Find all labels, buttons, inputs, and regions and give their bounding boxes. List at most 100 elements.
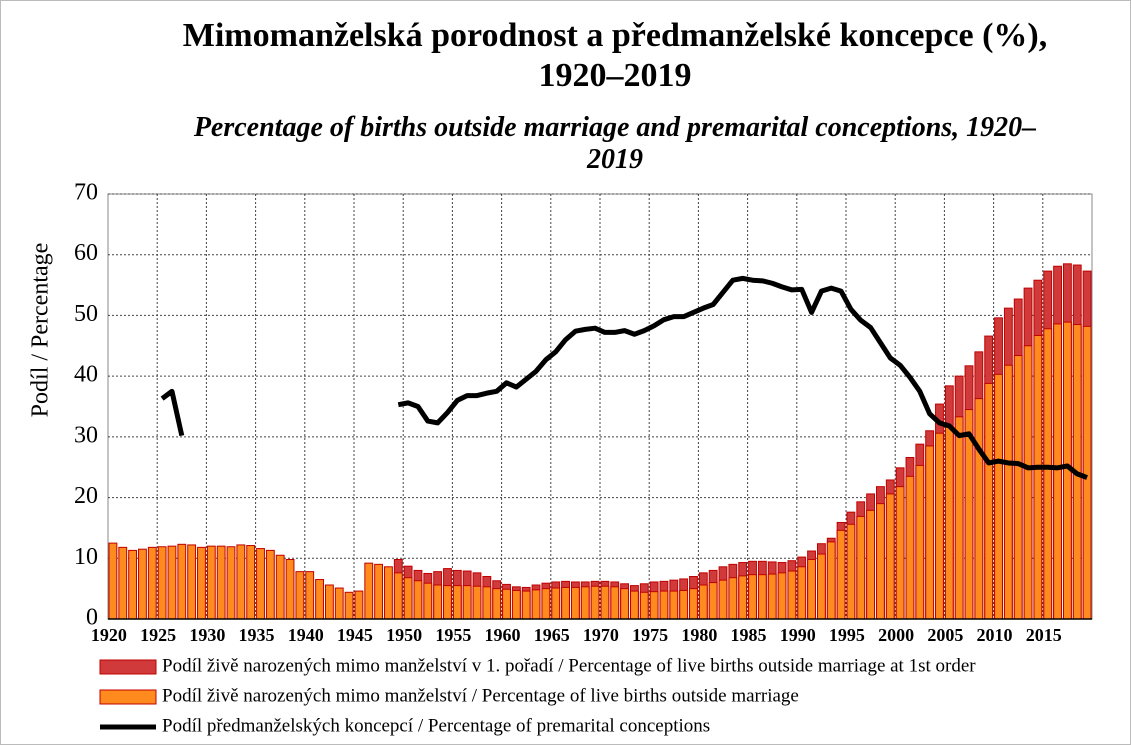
x-tick-label: 1920 [91, 625, 127, 645]
bar [1033, 334, 1043, 620]
y-tick-label: 50 [74, 301, 98, 327]
bar [354, 590, 364, 620]
bar [570, 586, 580, 620]
bar [521, 590, 531, 620]
bar [285, 559, 295, 620]
bar [561, 586, 570, 620]
bar [689, 588, 698, 620]
bar [718, 579, 728, 620]
bar [738, 575, 748, 620]
y-tick-label: 0 [86, 605, 98, 631]
bar [462, 585, 472, 620]
bar [807, 559, 816, 620]
bar [994, 373, 1003, 620]
bar [256, 548, 265, 620]
bar [620, 588, 630, 620]
bar [698, 584, 708, 620]
bar [590, 585, 600, 620]
bar [846, 523, 856, 620]
bar [108, 542, 118, 620]
bar [866, 509, 876, 620]
bar [915, 464, 925, 620]
bar [275, 554, 285, 620]
y-tick-label: 40 [74, 362, 98, 388]
bar [1053, 323, 1062, 620]
bar [876, 503, 885, 620]
bar [177, 543, 187, 620]
bar [856, 515, 866, 620]
x-tick-label: 1945 [337, 625, 373, 645]
bar [433, 584, 443, 620]
bar [580, 586, 590, 620]
bar [1003, 364, 1013, 620]
bar [364, 562, 374, 620]
bar [767, 573, 777, 620]
bar [452, 585, 462, 620]
bar [816, 553, 826, 620]
x-tick-label: 1955 [435, 625, 471, 645]
legend-label: Podíl živě narozených mimo manželství v … [162, 655, 976, 676]
bar [384, 566, 393, 620]
bar [374, 563, 384, 620]
bar [659, 590, 669, 620]
bar [1082, 325, 1092, 620]
y-tick-label: 60 [74, 240, 98, 266]
bar [551, 587, 561, 620]
x-tick-label: 1965 [534, 625, 570, 645]
bar [925, 445, 935, 620]
y-tick-label: 10 [74, 544, 98, 570]
bar [935, 432, 944, 620]
y-axis-label: Podíl / Percentage [28, 243, 54, 418]
bar [1043, 328, 1053, 620]
bar [836, 529, 846, 620]
x-tick-label: 1925 [140, 625, 176, 645]
bar [118, 546, 128, 620]
bar [413, 580, 423, 620]
bar [944, 426, 954, 620]
bar [669, 590, 679, 620]
bar [246, 545, 256, 620]
x-tick-label: 2015 [1026, 625, 1062, 645]
bar [708, 582, 718, 620]
bar [1013, 355, 1023, 620]
bar [974, 398, 984, 620]
bar [639, 591, 649, 620]
x-tick-label: 1985 [731, 625, 767, 645]
bar [502, 588, 511, 620]
bar [787, 570, 797, 620]
bar [826, 541, 836, 620]
bar [984, 382, 994, 620]
x-tick-label: 1950 [386, 625, 422, 645]
bar [541, 588, 551, 620]
x-tick-label: 1995 [829, 625, 865, 645]
bar [895, 486, 905, 620]
chart-title: Mimomanželská porodnost a předmanželské … [182, 17, 1048, 94]
bar [157, 546, 167, 620]
bar [216, 545, 226, 620]
bar [492, 588, 502, 620]
bar [472, 585, 482, 620]
bar [128, 549, 138, 620]
bar [954, 416, 964, 620]
x-tick-label: 2010 [977, 625, 1013, 645]
x-tick-label: 1980 [681, 625, 717, 645]
chart-subtitle: Percentage of births outside marriage an… [193, 112, 1037, 175]
bar [206, 545, 216, 620]
bar [138, 548, 147, 620]
bar [1023, 345, 1033, 620]
x-tick-label: 1935 [239, 625, 275, 645]
bar [797, 566, 807, 620]
bar [295, 571, 305, 620]
x-tick-label: 2000 [878, 625, 914, 645]
bar [728, 577, 738, 620]
x-tick-label: 1930 [189, 625, 225, 645]
x-tick-label: 1940 [288, 625, 324, 645]
bar [423, 582, 433, 620]
bar [167, 545, 177, 620]
bar [265, 549, 275, 620]
bar [757, 574, 767, 620]
legend-label: Podíl předmanželských koncepcí / Percent… [162, 715, 710, 736]
bar [324, 584, 334, 620]
x-tick-label: 1975 [632, 625, 668, 645]
